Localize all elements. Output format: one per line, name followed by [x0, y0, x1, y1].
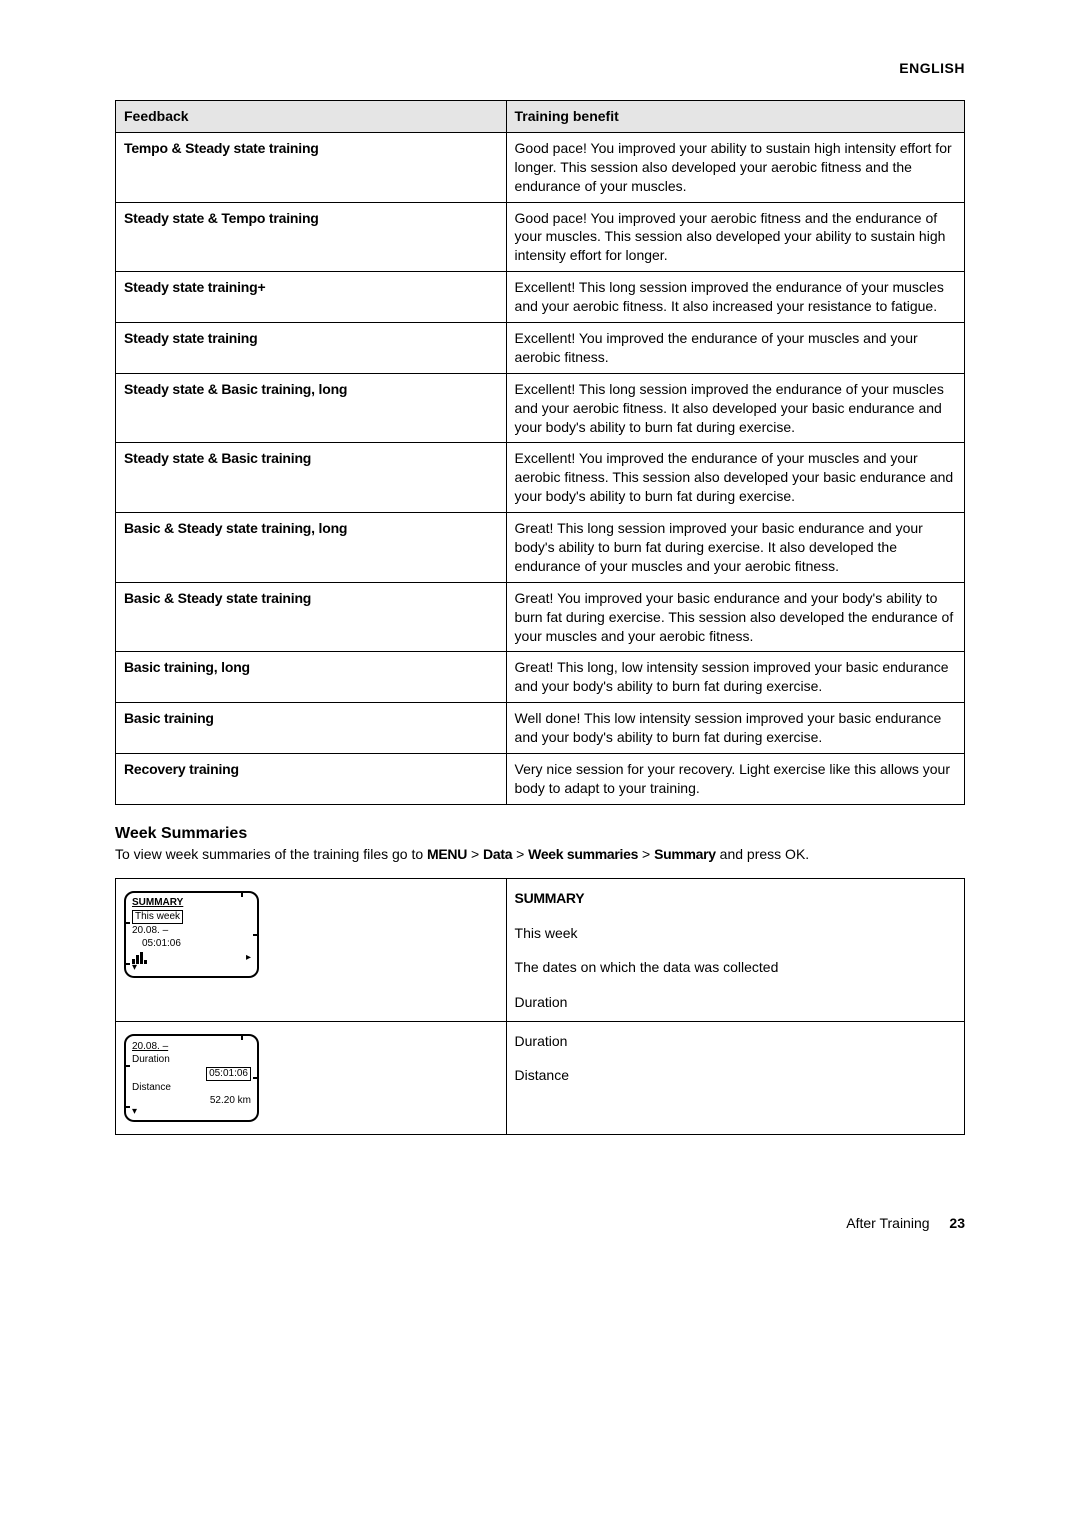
device-screen-summary: SUMMARY This week 20.08. – 05:01:06 ▸ ▾: [124, 891, 259, 978]
table-header-row: Feedback Training benefit: [116, 101, 965, 133]
desc-post: and press OK.: [716, 846, 809, 862]
device-screen-detail: 20.08. – Duration 05:01:06 Distance 52.2…: [124, 1034, 259, 1122]
table-row: Steady state trainingExcellent! You impr…: [116, 323, 965, 374]
path-sep: >: [512, 846, 528, 862]
table-row: Basic & Steady state trainingGreat! You …: [116, 582, 965, 652]
down-arrow-icon: ▾: [132, 962, 251, 974]
footer-section: After Training: [846, 1215, 929, 1231]
device-title: SUMMARY: [132, 897, 251, 909]
page-header-lang: ENGLISH: [115, 60, 965, 76]
col-header-benefit: Training benefit: [506, 101, 964, 133]
device-button-right-icon: [253, 934, 259, 936]
week-summaries-title: Week Summaries: [115, 825, 965, 843]
feedback-name: Steady state & Basic training, long: [116, 373, 507, 443]
summary-duration: Duration: [515, 991, 956, 1013]
device-duration-label: Duration: [132, 1054, 251, 1066]
feedback-name: Recovery training: [116, 754, 507, 805]
feedback-benefit: Good pace! You improved your aerobic fit…: [506, 202, 964, 272]
feedback-name: Basic training: [116, 703, 507, 754]
table-row: Steady state training+Excellent! This lo…: [116, 272, 965, 323]
feedback-name: Steady state training: [116, 323, 507, 374]
device-cell: SUMMARY This week 20.08. – 05:01:06 ▸ ▾: [116, 879, 507, 1022]
feedback-benefit: Very nice session for your recovery. Lig…: [506, 754, 964, 805]
feedback-name: Basic & Steady state training, long: [116, 513, 507, 583]
path-summary: Summary: [654, 846, 716, 862]
right-arrow-icon: ▸: [246, 952, 251, 964]
table-row: Recovery trainingVery nice session for y…: [116, 754, 965, 805]
device-duration: 05:01:06: [132, 938, 251, 950]
device-button-left-lower-icon: [124, 1106, 130, 1108]
footer-page-number: 23: [949, 1215, 965, 1231]
feedback-name: Steady state & Tempo training: [116, 202, 507, 272]
device-button-left-upper-icon: [124, 922, 130, 924]
feedback-benefit: Excellent! This long session improved th…: [506, 272, 964, 323]
week-summaries-desc: To view week summaries of the training f…: [115, 845, 965, 865]
summary-dates-desc: The dates on which the data was collecte…: [515, 956, 956, 978]
device-date: 20.08. –: [132, 1041, 251, 1053]
device-button-left-lower-icon: [124, 963, 130, 965]
summary-distance: Distance: [515, 1064, 956, 1086]
device-button-left-upper-icon: [124, 1065, 130, 1067]
summary-cell: Duration Distance: [506, 1021, 964, 1134]
feedback-table: Feedback Training benefit Tempo & Steady…: [115, 100, 965, 805]
week-table: SUMMARY This week 20.08. – 05:01:06 ▸ ▾ …: [115, 878, 965, 1135]
summary-label: SUMMARY: [515, 887, 956, 909]
device-button-right-icon: [253, 1077, 259, 1079]
col-header-feedback: Feedback: [116, 101, 507, 133]
feedback-benefit: Excellent! This long session improved th…: [506, 373, 964, 443]
table-row: Basic training, longGreat! This long, lo…: [116, 652, 965, 703]
path-menu: MENU: [427, 846, 467, 862]
table-row: Basic trainingWell done! This low intens…: [116, 703, 965, 754]
table-row: Basic & Steady state training, longGreat…: [116, 513, 965, 583]
summary-duration: Duration: [515, 1030, 956, 1052]
table-row: Steady state & Tempo trainingGood pace! …: [116, 202, 965, 272]
path-data: Data: [483, 846, 512, 862]
feedback-benefit: Good pace! You improved your ability to …: [506, 132, 964, 202]
table-row: Steady state & Basic trainingExcellent! …: [116, 443, 965, 513]
down-arrow-icon: ▾: [132, 1106, 251, 1118]
feedback-benefit: Great! This long, low intensity session …: [506, 652, 964, 703]
desc-pre: To view week summaries of the training f…: [115, 846, 427, 862]
feedback-benefit: Great! You improved your basic endurance…: [506, 582, 964, 652]
page-footer: After Training 23: [115, 1215, 965, 1231]
path-week: Week summaries: [528, 846, 638, 862]
path-sep: >: [638, 846, 654, 862]
feedback-name: Tempo & Steady state training: [116, 132, 507, 202]
device-date-range: 20.08. –: [132, 925, 251, 937]
feedback-name: Basic & Steady state training: [116, 582, 507, 652]
feedback-name: Basic training, long: [116, 652, 507, 703]
device-this-week: This week: [132, 910, 183, 924]
summary-this-week: This week: [515, 922, 956, 944]
device-cell: 20.08. – Duration 05:01:06 Distance 52.2…: [116, 1021, 507, 1134]
table-row: Tempo & Steady state trainingGood pace! …: [116, 132, 965, 202]
feedback-benefit: Excellent! You improved the endurance of…: [506, 443, 964, 513]
path-sep: >: [467, 846, 483, 862]
feedback-benefit: Excellent! You improved the endurance of…: [506, 323, 964, 374]
device-button-top-icon: [241, 1034, 243, 1040]
table-row: SUMMARY This week 20.08. – 05:01:06 ▸ ▾ …: [116, 879, 965, 1022]
device-button-top-icon: [241, 891, 243, 897]
device-distance-label: Distance: [132, 1082, 251, 1094]
device-duration-value: 05:01:06: [206, 1067, 251, 1081]
summary-cell: SUMMARY This week The dates on which the…: [506, 879, 964, 1022]
feedback-name: Steady state & Basic training: [116, 443, 507, 513]
feedback-benefit: Great! This long session improved your b…: [506, 513, 964, 583]
table-row: Steady state & Basic training, longExcel…: [116, 373, 965, 443]
table-row: 20.08. – Duration 05:01:06 Distance 52.2…: [116, 1021, 965, 1134]
feedback-name: Steady state training+: [116, 272, 507, 323]
feedback-benefit: Well done! This low intensity session im…: [506, 703, 964, 754]
